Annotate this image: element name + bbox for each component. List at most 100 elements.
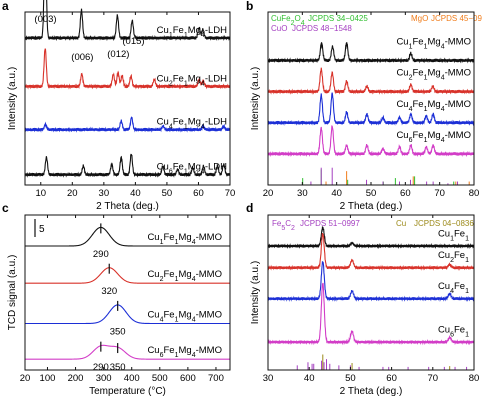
x-tick-label: 60 xyxy=(400,188,411,199)
x-tick-label: 40 xyxy=(304,373,315,384)
reference-code-label: JCPDS 48−1548 xyxy=(292,24,352,33)
series-line xyxy=(267,67,475,95)
series-line xyxy=(267,41,475,64)
x-tick-label: 50 xyxy=(345,373,356,384)
series-label: Cu6Fe1Mg4-MMO xyxy=(396,130,471,144)
series-line xyxy=(25,304,230,325)
x-tick-label: 20 xyxy=(20,373,31,384)
series-label: Cu6Fe1Mg4-LDH xyxy=(157,162,227,176)
peak-index-label: (012) xyxy=(107,49,129,60)
x-axis-label: Temperature (°C) xyxy=(89,386,166,397)
x-tick-label: 100 xyxy=(40,373,56,384)
peak-temperature-label: 290 xyxy=(93,362,109,373)
panel-d: d Cu1Fe1 Cu2Fe1 Cu4Fe1 Cu6Fe1 Fe5C2 JCPDS 51−0… xyxy=(246,201,479,397)
series-label: Cu2Fe1Mg4-LDH xyxy=(157,73,227,87)
y-axis-label: TCD signal (a.u.) xyxy=(7,255,18,331)
y-axis-label: Intensity (a.u.) xyxy=(250,261,261,324)
series-label: Cu4Fe1 xyxy=(438,281,469,295)
series-label: Cu4Fe1Mg4-MMO xyxy=(147,310,222,324)
peak-temperature-label: 320 xyxy=(101,286,117,297)
panel-letter: b xyxy=(246,0,253,13)
y-axis-label: Intensity (a.u.) xyxy=(7,67,18,130)
x-tick-label: 50 xyxy=(366,188,377,199)
series-label: Cu2Fe1Mg4-MMO xyxy=(147,269,222,283)
series-label: Cu6Fe1Mg4-MMO xyxy=(147,345,222,359)
reference-code-label: JCPDS 45−0946 xyxy=(431,14,482,23)
x-tick-label: 40 xyxy=(130,188,141,199)
x-tick-label: 30 xyxy=(263,373,274,384)
scale-bar-label: 5 xyxy=(39,224,45,235)
x-tick-label: 70 xyxy=(225,188,236,199)
panel-letter: c xyxy=(2,201,9,215)
x-tick-label: 30 xyxy=(99,188,110,199)
plot-frame xyxy=(24,214,231,371)
series-line xyxy=(25,267,230,284)
peak-temperature-label: 290 xyxy=(93,249,109,260)
x-tick-label: 80 xyxy=(469,188,480,199)
x-tick-label: 500 xyxy=(152,373,168,384)
x-tick-label: 700 xyxy=(208,373,224,384)
series-line xyxy=(267,226,475,250)
reference-phase-label: Cu xyxy=(396,219,406,228)
series-line xyxy=(24,47,231,90)
series-label: Cu1Fe1Mg4-MMO xyxy=(396,37,471,51)
series-line xyxy=(24,153,231,178)
x-tick-label: 20 xyxy=(67,188,78,199)
reference-phase-label: Fe5C2 xyxy=(272,219,295,232)
reference-phase-label: CuFe2O4 xyxy=(271,14,305,27)
reference-code-label: JCPDS 51−0997 xyxy=(300,219,360,228)
x-tick-label: 70 xyxy=(428,373,439,384)
series-line xyxy=(24,116,231,133)
series-label: Cu6Fe1 xyxy=(438,324,469,338)
series-line xyxy=(267,261,475,302)
series-label: Cu1Fe1Mg4-MMO xyxy=(147,232,222,246)
series-label: Cu2Fe1Mg4-MMO xyxy=(396,68,471,82)
series-line xyxy=(267,125,475,158)
plot-frame xyxy=(267,214,475,371)
peak-index-label: (006) xyxy=(71,52,93,63)
peak-temperature-label: 350 xyxy=(110,327,126,338)
peak-temperature-label: 350 xyxy=(110,362,126,373)
reference-phase-label: MgO xyxy=(411,14,428,23)
x-axis-label: 2 Theta (deg.) xyxy=(340,386,403,397)
x-tick-label: 200 xyxy=(68,373,84,384)
plot-frame xyxy=(267,11,475,186)
peak-index-label: (015) xyxy=(122,36,144,47)
x-tick-label: 400 xyxy=(124,373,140,384)
panel-a: a Cu1Fe1Mg4-LDH Cu2Fe1Mg4-LDH Cu4Fe1Mg4-LDH… xyxy=(2,0,235,212)
panel-b: b Cu1Fe1Mg4-MMO Cu2Fe1Mg4-MMO Cu4Fe1Mg4-MMO… xyxy=(246,0,482,212)
series-line xyxy=(25,344,230,360)
x-tick-label: 60 xyxy=(386,373,397,384)
reference-code-label: JCPDS 04−0836 xyxy=(414,219,474,228)
reference-phase-label: CuO xyxy=(271,24,287,33)
y-axis-label: Intensity (a.u.) xyxy=(250,67,261,130)
x-tick-label: 20 xyxy=(263,188,274,199)
reference-code-label: JCPDS 34−0425 xyxy=(308,14,368,23)
peak-index-label: (003) xyxy=(34,14,56,25)
x-tick-label: 40 xyxy=(331,188,342,199)
series-line xyxy=(267,282,475,346)
series-line xyxy=(267,92,475,126)
series-line xyxy=(25,226,230,247)
x-tick-label: 300 xyxy=(96,373,112,384)
series-label: Cu4Fe1Mg4-MMO xyxy=(396,99,471,113)
x-tick-label: 60 xyxy=(193,188,204,199)
series-label: Cu1Fe1Mg4-LDH xyxy=(157,25,227,39)
x-tick-label: 30 xyxy=(297,188,308,199)
series-line xyxy=(267,232,475,271)
series-label: Cu4Fe1Mg4-LDH xyxy=(157,117,227,131)
x-tick-label: 70 xyxy=(434,188,445,199)
panel-c: c Cu1Fe1Mg4-MMO 290 Cu2Fe1Mg4-MMO 320 Cu4Fe1M… xyxy=(2,201,231,397)
x-tick-label: 80 xyxy=(469,373,480,384)
series-label: Cu2Fe1 xyxy=(438,250,469,264)
plot-frame xyxy=(24,11,231,186)
panel-letter: a xyxy=(2,0,9,13)
series-label: Cu1Fe1 xyxy=(438,228,469,242)
x-tick-label: 600 xyxy=(180,373,196,384)
x-axis-label: 2 Theta (deg.) xyxy=(96,201,159,212)
x-axis-label: 2 Theta (deg.) xyxy=(340,201,403,212)
panel-letter: d xyxy=(246,201,253,215)
series-line xyxy=(24,0,231,42)
x-tick-label: 50 xyxy=(162,188,173,199)
